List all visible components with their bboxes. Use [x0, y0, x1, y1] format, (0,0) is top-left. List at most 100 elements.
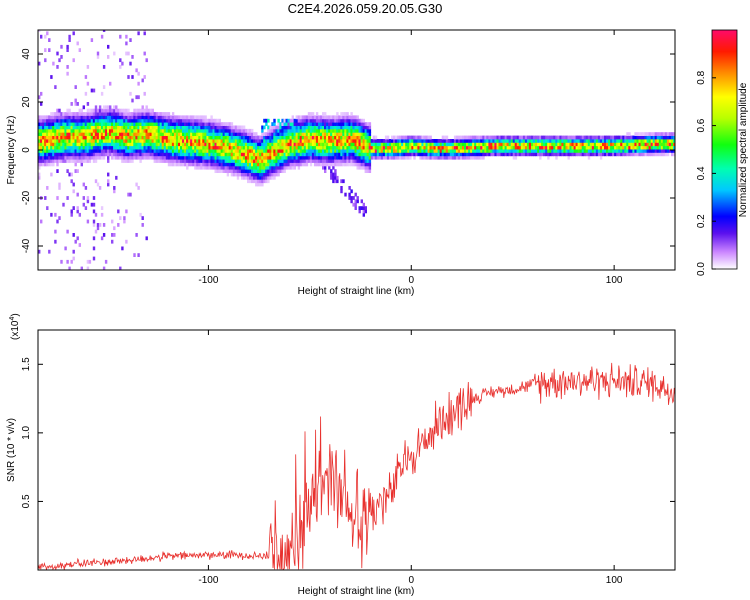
heatmap-cell — [358, 142, 361, 147]
heatmap-cell — [504, 139, 507, 143]
heatmap-cell — [173, 152, 177, 157]
heatmap-cell — [198, 135, 201, 140]
heatmap-cell — [531, 135, 534, 140]
heatmap-cell — [638, 142, 641, 147]
heatmap-cell — [636, 142, 639, 147]
heatmap-cell — [220, 128, 223, 133]
heatmap-cell — [196, 132, 199, 136]
heatmap-cell — [92, 139, 96, 143]
heatmap-cell — [70, 259, 73, 264]
heatmap-cell — [358, 125, 361, 130]
heatmap-cell — [157, 142, 161, 147]
heatmap-cell — [222, 159, 225, 163]
heatmap-cell — [279, 122, 282, 126]
heatmap-cell — [125, 149, 128, 153]
heatmap-cell — [311, 125, 315, 130]
heatmap-cell — [66, 132, 69, 136]
heatmap-cell — [334, 135, 337, 140]
heatmap-cell — [423, 135, 426, 140]
heatmap-cell — [474, 142, 477, 147]
heatmap-cell — [285, 152, 288, 157]
heatmap-cell — [92, 236, 96, 241]
heatmap-cell — [273, 152, 276, 157]
heatmap-cell — [640, 142, 643, 147]
heatmap-cell — [155, 149, 159, 153]
heatmap-cell — [427, 145, 430, 150]
heatmap-cell — [374, 152, 378, 157]
heatmap-cell — [670, 135, 674, 140]
heatmap-cell — [147, 155, 150, 160]
heatmap-cell — [46, 139, 49, 143]
heatmap-cell — [251, 149, 254, 153]
heatmap-cell — [650, 145, 654, 150]
heatmap-cell — [336, 128, 339, 133]
heatmap-cell — [178, 149, 181, 153]
heatmap-cell — [253, 145, 256, 150]
heatmap-cell — [344, 162, 347, 167]
heatmap-cell — [309, 142, 313, 147]
heatmap-cell — [571, 152, 574, 157]
heatmap-cell — [104, 139, 108, 143]
heatmap-cell — [451, 145, 455, 150]
colorbar-tick-label: 0.4 — [696, 166, 707, 180]
heatmap-cell — [145, 152, 148, 157]
heatmap-cell — [261, 128, 264, 133]
heatmap-cell — [413, 135, 416, 140]
heatmap-cell — [328, 165, 331, 170]
heatmap-cell — [370, 149, 374, 153]
heatmap-cell — [277, 132, 280, 136]
heatmap-cell — [178, 128, 181, 133]
heatmap-cell — [340, 122, 343, 126]
heatmap-cell — [131, 115, 134, 120]
heatmap-cell — [277, 142, 280, 147]
heatmap-cell — [289, 155, 292, 160]
heatmap-cell — [395, 155, 398, 160]
heatmap-cell — [186, 142, 189, 147]
heatmap-cell — [60, 155, 63, 160]
heatmap-cell — [289, 132, 292, 136]
heatmap-cell — [46, 145, 49, 150]
heatmap-cell — [395, 139, 398, 143]
heatmap-cell — [445, 155, 449, 160]
heatmap-cell — [210, 125, 213, 130]
heatmap-cell — [133, 139, 136, 143]
heatmap-cell — [68, 125, 71, 130]
heatmap-cell — [115, 135, 118, 140]
heatmap-cell — [100, 118, 104, 123]
heatmap-cell — [129, 115, 132, 120]
heatmap-cell — [194, 132, 197, 136]
heatmap-cell — [133, 155, 136, 160]
heatmap-cell — [275, 145, 278, 150]
heatmap-cell — [92, 122, 96, 126]
heatmap-cell — [121, 132, 124, 136]
heatmap-cell — [283, 162, 286, 167]
heatmap-cell — [230, 145, 234, 150]
heatmap-cell — [242, 165, 246, 170]
heatmap-cell — [567, 152, 570, 157]
heatmap-cell — [342, 118, 345, 123]
heatmap-cell — [202, 115, 205, 120]
heatmap-cell — [107, 139, 110, 143]
heatmap-cell — [88, 139, 92, 143]
heatmap-cell — [326, 145, 329, 150]
heatmap-cell — [137, 145, 140, 150]
heatmap-cell — [362, 149, 365, 153]
heatmap-cell — [330, 169, 333, 173]
heatmap-cell — [358, 155, 361, 160]
heatmap-cell — [198, 159, 201, 163]
heatmap-cell — [549, 139, 552, 143]
heatmap-cell — [285, 155, 288, 160]
heatmap-cell — [182, 135, 185, 140]
heatmap-cell — [577, 152, 580, 157]
heatmap-cell — [281, 165, 284, 170]
heatmap-cell — [70, 112, 73, 116]
heatmap-cell — [648, 135, 651, 140]
heatmap-cell — [271, 169, 274, 173]
heatmap-cell — [80, 266, 83, 270]
heatmap-cell — [287, 152, 290, 157]
heatmap-cell — [342, 112, 345, 116]
heatmap-cell — [167, 125, 171, 130]
heatmap-cell — [348, 142, 351, 147]
heatmap-cell — [208, 149, 211, 153]
heatmap-cell — [54, 118, 57, 123]
